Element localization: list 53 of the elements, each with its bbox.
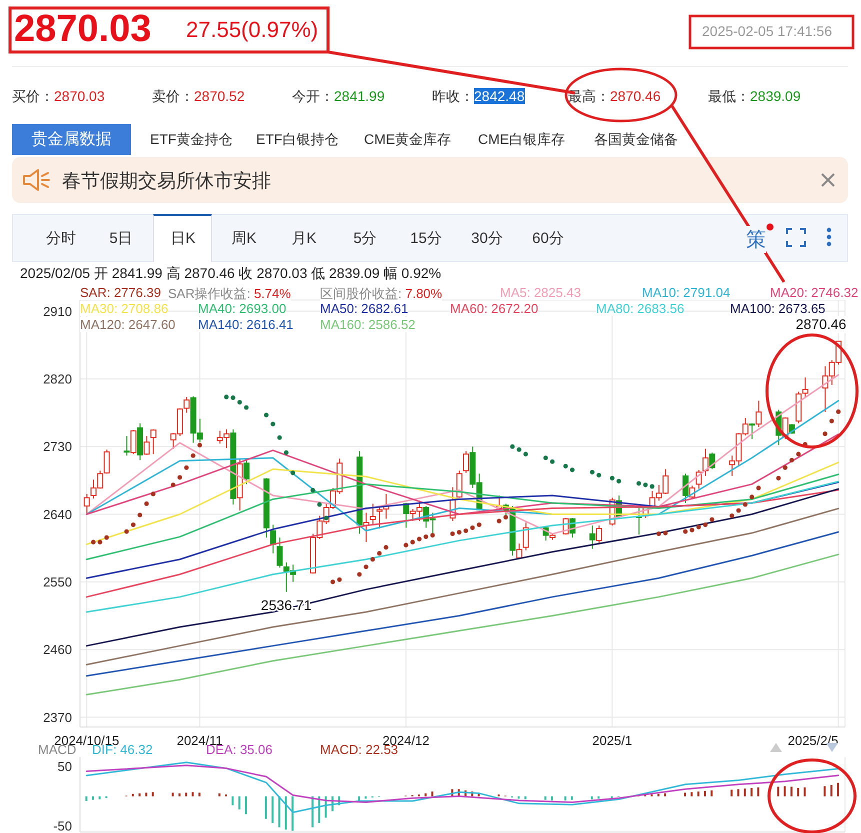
y-tick-label: 2730: [43, 439, 72, 454]
text: MA30: 2708.86: [80, 301, 168, 316]
y-tick-label: 2460: [43, 642, 72, 658]
y-tick-label: -50: [53, 818, 72, 833]
y-tick-label: 2910: [43, 304, 72, 319]
text: MA10: 2791.04: [642, 285, 730, 300]
text: 最低：2839.09: [708, 88, 801, 104]
text: MA100: 2673.65: [730, 301, 826, 316]
text: 5分: [352, 229, 378, 248]
text: 月K: [290, 229, 318, 248]
text: SAR: 2776.39: [80, 285, 161, 300]
text: 昨收：2842.48: [432, 88, 525, 104]
text: 贵金属数据: [12, 124, 131, 155]
text: MA120: 2647.60: [80, 317, 176, 332]
text: 30分: [470, 229, 504, 248]
text: 5日: [108, 229, 134, 248]
text: CME黄金库存: [364, 131, 452, 149]
text: MA140: 2616.41: [198, 317, 294, 332]
y-tick-label: 2820: [43, 372, 72, 387]
chart-title: 2870.03: [14, 8, 152, 50]
text: MA40: 2693.00: [198, 301, 286, 316]
y-tick-label: 2640: [43, 506, 72, 522]
text: MA80: 2683.56: [596, 301, 684, 316]
text: 15分: [409, 229, 443, 248]
text: 60分: [531, 229, 565, 248]
text: 各国黄金储备: [594, 131, 678, 149]
text: MA160: 2586.52: [320, 317, 416, 332]
y-tick-label: 50: [58, 759, 72, 774]
y-tick-label: 2550: [43, 574, 72, 590]
chart-subtitle: 27.55(0.97%): [186, 17, 318, 43]
text: 春节假期交易所休市安排: [62, 170, 271, 194]
chart-title: 2870.03: [54, 88, 105, 104]
text: ETF白银持仓: [256, 131, 338, 149]
text: MA20: 2746.32: [770, 285, 858, 300]
y-tick-label: 2370: [43, 710, 72, 725]
text: MA60: 2672.20: [450, 301, 538, 316]
text: 2025/02/05 开 2841.99 高 2870.46 收 2870.03 低 2839.09 幅 0.92%: [20, 265, 442, 283]
text: 买价：: [12, 88, 54, 104]
text: CME白银库存: [478, 131, 566, 149]
annotation: SAR操作收益: 5.74%: [168, 286, 291, 301]
text: MA5: 2825.43: [500, 285, 581, 300]
annotation: 2870.46: [796, 316, 847, 332]
text: 今开：2841.99: [292, 88, 385, 104]
text: 策: [746, 226, 766, 253]
x-tick-label: 2025/1: [592, 733, 632, 748]
text: 周K: [230, 229, 258, 248]
text: 日K: [169, 229, 196, 248]
text: 卖价：2870.52: [152, 88, 245, 104]
text: ETF黄金持仓: [150, 131, 232, 149]
text: MA50: 2682.61: [320, 301, 408, 316]
text: 分时: [45, 229, 77, 248]
text: 2025-02-05 17:41:56: [702, 23, 832, 39]
annotation: 区间股价收益: 7.80%: [320, 286, 442, 301]
